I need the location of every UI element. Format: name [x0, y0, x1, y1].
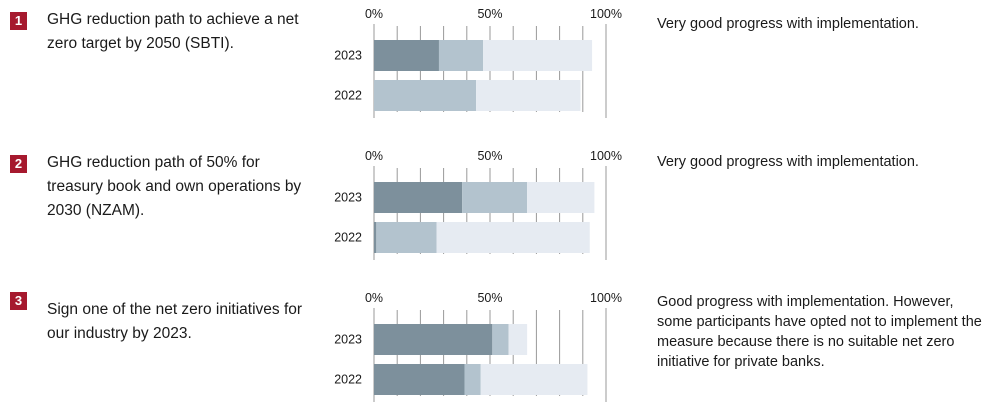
- bar-segment: [438, 40, 484, 71]
- measure-goal: GHG reduction path of 50% for treasury b…: [47, 154, 302, 219]
- bar-segment: [462, 182, 528, 213]
- measure-status: Very good progress with implementation.: [657, 154, 919, 170]
- tick-label: 0%: [365, 7, 383, 21]
- measure-row: 2 GHG reduction path of 50% for treasury…: [0, 142, 989, 272]
- bar-segment: [436, 222, 590, 253]
- year-label: 2023: [334, 191, 362, 205]
- year-label: 2022: [334, 231, 362, 245]
- measure-status: Very good progress with implementation.: [657, 16, 919, 32]
- measure-goal: Sign one of the net zero initiatives for…: [47, 301, 303, 342]
- tick-label: 100%: [590, 149, 622, 163]
- bar-segment: [374, 324, 493, 355]
- measure-number-badge: 1: [10, 12, 27, 30]
- measure-row: 1 GHG reduction path to achieve a net ze…: [0, 0, 989, 130]
- year-label: 2022: [334, 373, 362, 387]
- tick-label: 100%: [590, 7, 622, 21]
- tick-label: 50%: [477, 149, 502, 163]
- bar-segment: [374, 364, 465, 395]
- bar-segment: [374, 40, 439, 71]
- tick-label: 50%: [477, 291, 502, 305]
- measure-row: 3 Sign one of the net zero initiatives f…: [0, 284, 989, 414]
- year-label: 2023: [334, 333, 362, 347]
- tick-label: 50%: [477, 7, 502, 21]
- progress-chart: 0% 50% 100% 2023 2022: [334, 7, 622, 118]
- bar-segment: [492, 324, 509, 355]
- measure-number-badge: 2: [10, 155, 27, 173]
- tick-label: 100%: [590, 291, 622, 305]
- bar-segment: [374, 222, 377, 253]
- year-label: 2022: [334, 89, 362, 103]
- tick-label: 0%: [365, 291, 383, 305]
- bar-segment: [374, 182, 463, 213]
- bar-segment: [476, 80, 581, 111]
- year-label: 2023: [334, 49, 362, 63]
- measure-number-badge: 3: [10, 292, 27, 310]
- progress-chart: 0% 50% 100% 2023 2022: [334, 149, 622, 260]
- bar-segment: [376, 222, 437, 253]
- measure-status: Good progress with implementation. Howev…: [657, 294, 982, 370]
- bar-segment: [527, 182, 595, 213]
- bar-segment: [480, 364, 588, 395]
- progress-chart: 0% 50% 100% 2023 2022: [334, 291, 622, 402]
- bar-segment: [374, 80, 477, 111]
- bar-segment: [483, 40, 593, 71]
- measure-goal: GHG reduction path to achieve a net zero…: [47, 11, 299, 52]
- bar-segment: [464, 364, 481, 395]
- bar-segment: [508, 324, 528, 355]
- tick-label: 0%: [365, 149, 383, 163]
